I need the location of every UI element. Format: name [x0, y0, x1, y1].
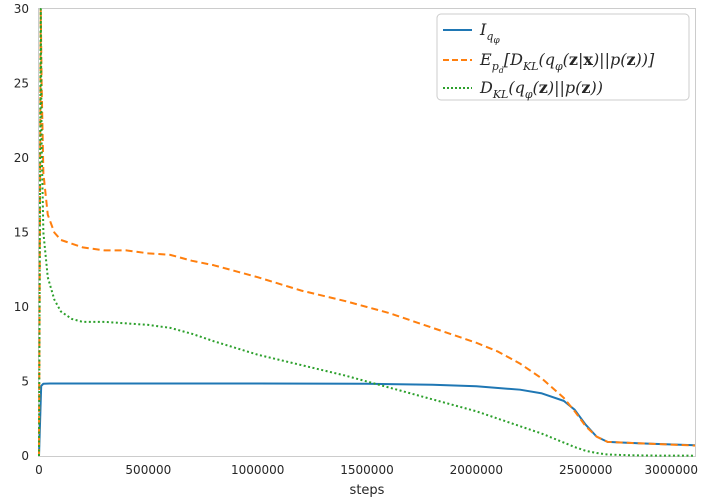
y-tick-labels: 0 5 10 15 20 25 30 [14, 2, 29, 463]
y-tick-label: 5 [21, 375, 29, 389]
series-dkl-line [38, 8, 696, 457]
x-tick-label: 500000 [125, 463, 171, 477]
series-ekl-line [38, 8, 696, 457]
y-tick-label: 10 [14, 300, 29, 314]
legend: Iqφ Epd[DKL(qφ(z|x)||p(z))] DKL(qφ(z)||p… [436, 13, 690, 101]
x-tick-label: 1000000 [231, 463, 284, 477]
legend-box [436, 13, 690, 101]
x-tick-label: 1500000 [340, 463, 393, 477]
x-tick-label: 3000000 [645, 463, 698, 477]
x-tick-labels: 0 500000 1000000 1500000 2000000 2500000 30000… [35, 463, 698, 477]
y-tick-label: 25 [14, 77, 29, 91]
y-tick-label: 0 [21, 449, 29, 463]
series-layer [38, 8, 696, 457]
x-tick-label: 0 [35, 463, 43, 477]
y-tick-label: 20 [14, 151, 29, 165]
y-tick-label: 30 [14, 2, 29, 16]
x-axis-label: steps [350, 483, 385, 498]
x-tick-label: 2000000 [450, 463, 503, 477]
legend-label-dkl: DKL(qφ(z)||p(z)) [479, 78, 603, 101]
x-tick-label: 2500000 [559, 463, 612, 477]
series-iq-line [38, 382, 696, 457]
y-tick-label: 15 [14, 226, 29, 240]
